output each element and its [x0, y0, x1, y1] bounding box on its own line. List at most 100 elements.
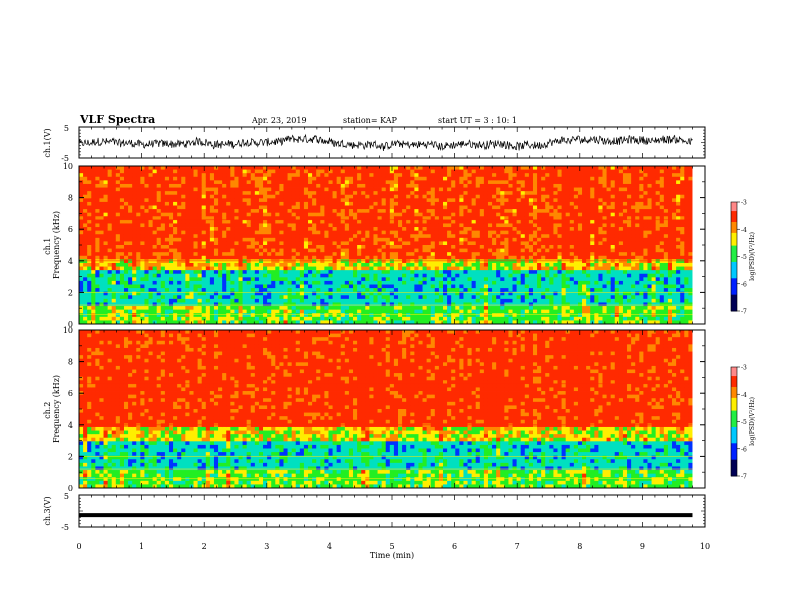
- spectrogram-cell: [520, 245, 526, 249]
- spectrogram-cell: [402, 180, 407, 185]
- spectrogram-cell: [205, 280, 211, 285]
- spectrogram-cell: [512, 252, 518, 257]
- spectrogram-cell: [152, 219, 158, 224]
- spectrogram-cell: [328, 173, 333, 178]
- spectrogram-cell: [107, 291, 113, 296]
- spectrogram-cell: [377, 241, 383, 246]
- spectrogram-cell: [222, 277, 227, 282]
- spectrogram-cell: [99, 291, 104, 296]
- spectrogram-cell: [459, 219, 464, 224]
- spectrogram-cell: [463, 216, 468, 221]
- spectrogram-cell: [340, 252, 346, 257]
- spectrogram-cell: [492, 280, 497, 285]
- spectrogram-cell: [381, 270, 387, 275]
- spectrogram-cell: [267, 291, 272, 296]
- spectrogram-cell: [238, 288, 243, 293]
- spectrogram-cell: [512, 219, 518, 224]
- spectrogram-cell: [226, 230, 231, 235]
- spectrogram-cell: [250, 176, 256, 181]
- spectrogram-cell: [201, 280, 207, 285]
- spectrogram-cell: [87, 252, 92, 257]
- spectrogram-cell: [291, 230, 297, 235]
- spectrogram-cell: [471, 316, 477, 321]
- spectrogram-cell: [492, 295, 497, 300]
- spectrogram-cell: [87, 266, 92, 271]
- spectrogram-cell: [230, 183, 235, 188]
- spectrogram-cell: [312, 288, 317, 293]
- spectrogram-cell: [381, 302, 387, 307]
- spectrogram-cell: [443, 230, 448, 235]
- spectrogram-cell: [361, 248, 366, 253]
- spectrogram-cell: [516, 227, 522, 232]
- spectrogram-cell: [398, 255, 403, 260]
- spectrogram-cell: [119, 248, 125, 253]
- spectrogram-cell: [156, 187, 162, 192]
- spectrogram-cell: [492, 298, 497, 303]
- spectrogram-cell: [238, 284, 243, 289]
- spectrogram-cell: [283, 194, 288, 199]
- spectrogram-cell: [479, 223, 485, 228]
- spectrogram-cell: [213, 216, 219, 221]
- spectrogram-cell: [385, 201, 391, 206]
- spectrogram-cell: [353, 255, 358, 260]
- spectrogram-cell: [451, 205, 456, 210]
- spectrogram-cell: [320, 284, 325, 289]
- spectrogram-cell: [275, 183, 280, 188]
- spectrogram-cell: [205, 223, 211, 228]
- spectrogram-cell: [402, 306, 407, 311]
- spectrogram-cell: [312, 302, 317, 307]
- spectrogram-cell: [95, 173, 100, 178]
- spectrogram-cell: [283, 173, 288, 178]
- spectrogram-cell: [406, 313, 411, 318]
- spectrogram-cell: [275, 277, 280, 282]
- spectrogram-cell: [193, 270, 199, 275]
- spectrogram-cell: [500, 298, 505, 303]
- spectrogram-cell: [504, 187, 509, 192]
- spectrogram-cell: [312, 198, 317, 203]
- spectrogram-cell: [385, 277, 391, 282]
- spectrogram-cell: [398, 280, 403, 285]
- spectrogram-cell: [438, 209, 444, 214]
- spectrogram-cell: [267, 284, 272, 289]
- spectrogram-cell: [512, 273, 518, 278]
- spectrogram-cell: [181, 288, 186, 293]
- spectrogram-cell: [291, 309, 297, 314]
- spectrogram-cell: [185, 173, 190, 178]
- spectrogram-cell: [479, 302, 485, 307]
- spectrogram-cell: [393, 183, 399, 188]
- spectrogram-cell: [332, 209, 338, 214]
- spectrogram-cell: [209, 223, 215, 228]
- spectrogram-cell: [389, 248, 395, 253]
- spectrogram-cell: [537, 280, 542, 285]
- spectrogram-cell: [111, 309, 117, 314]
- spectrogram-cell: [447, 183, 452, 188]
- spectrogram-cell: [267, 309, 272, 314]
- spectrogram-cell: [189, 216, 194, 221]
- spectrogram-cell: [447, 280, 452, 285]
- spectrogram-cell: [520, 201, 526, 206]
- spectrogram-cell: [344, 252, 350, 257]
- spectrogram-cell: [79, 241, 84, 246]
- spectrogram-cell: [324, 180, 329, 185]
- spectrogram-cell: [328, 176, 333, 181]
- spectrogram-cell: [357, 288, 362, 293]
- spectrogram-cell: [516, 219, 522, 224]
- spectrogram-cell: [336, 194, 342, 199]
- spectrogram-cell: [312, 306, 317, 311]
- spectrogram-cell: [168, 227, 174, 232]
- spectrogram-cell: [103, 252, 109, 257]
- spectrogram-cell: [177, 180, 182, 185]
- spectrogram-cell: [91, 212, 96, 217]
- spectrogram-cell: [361, 198, 366, 203]
- spectrogram-cell: [402, 219, 407, 224]
- spectrogram-cell: [234, 219, 239, 224]
- spectrogram-cell: [283, 309, 288, 314]
- spectrogram-cell: [250, 316, 256, 321]
- spectrogram-cell: [389, 187, 395, 192]
- spectrogram-cell: [422, 169, 428, 174]
- spectrogram-cell: [238, 194, 243, 199]
- spectrogram-cell: [471, 223, 477, 228]
- spectrogram-cell: [410, 173, 415, 178]
- spectrogram-cell: [279, 187, 284, 192]
- spectrogram-cell: [283, 273, 288, 278]
